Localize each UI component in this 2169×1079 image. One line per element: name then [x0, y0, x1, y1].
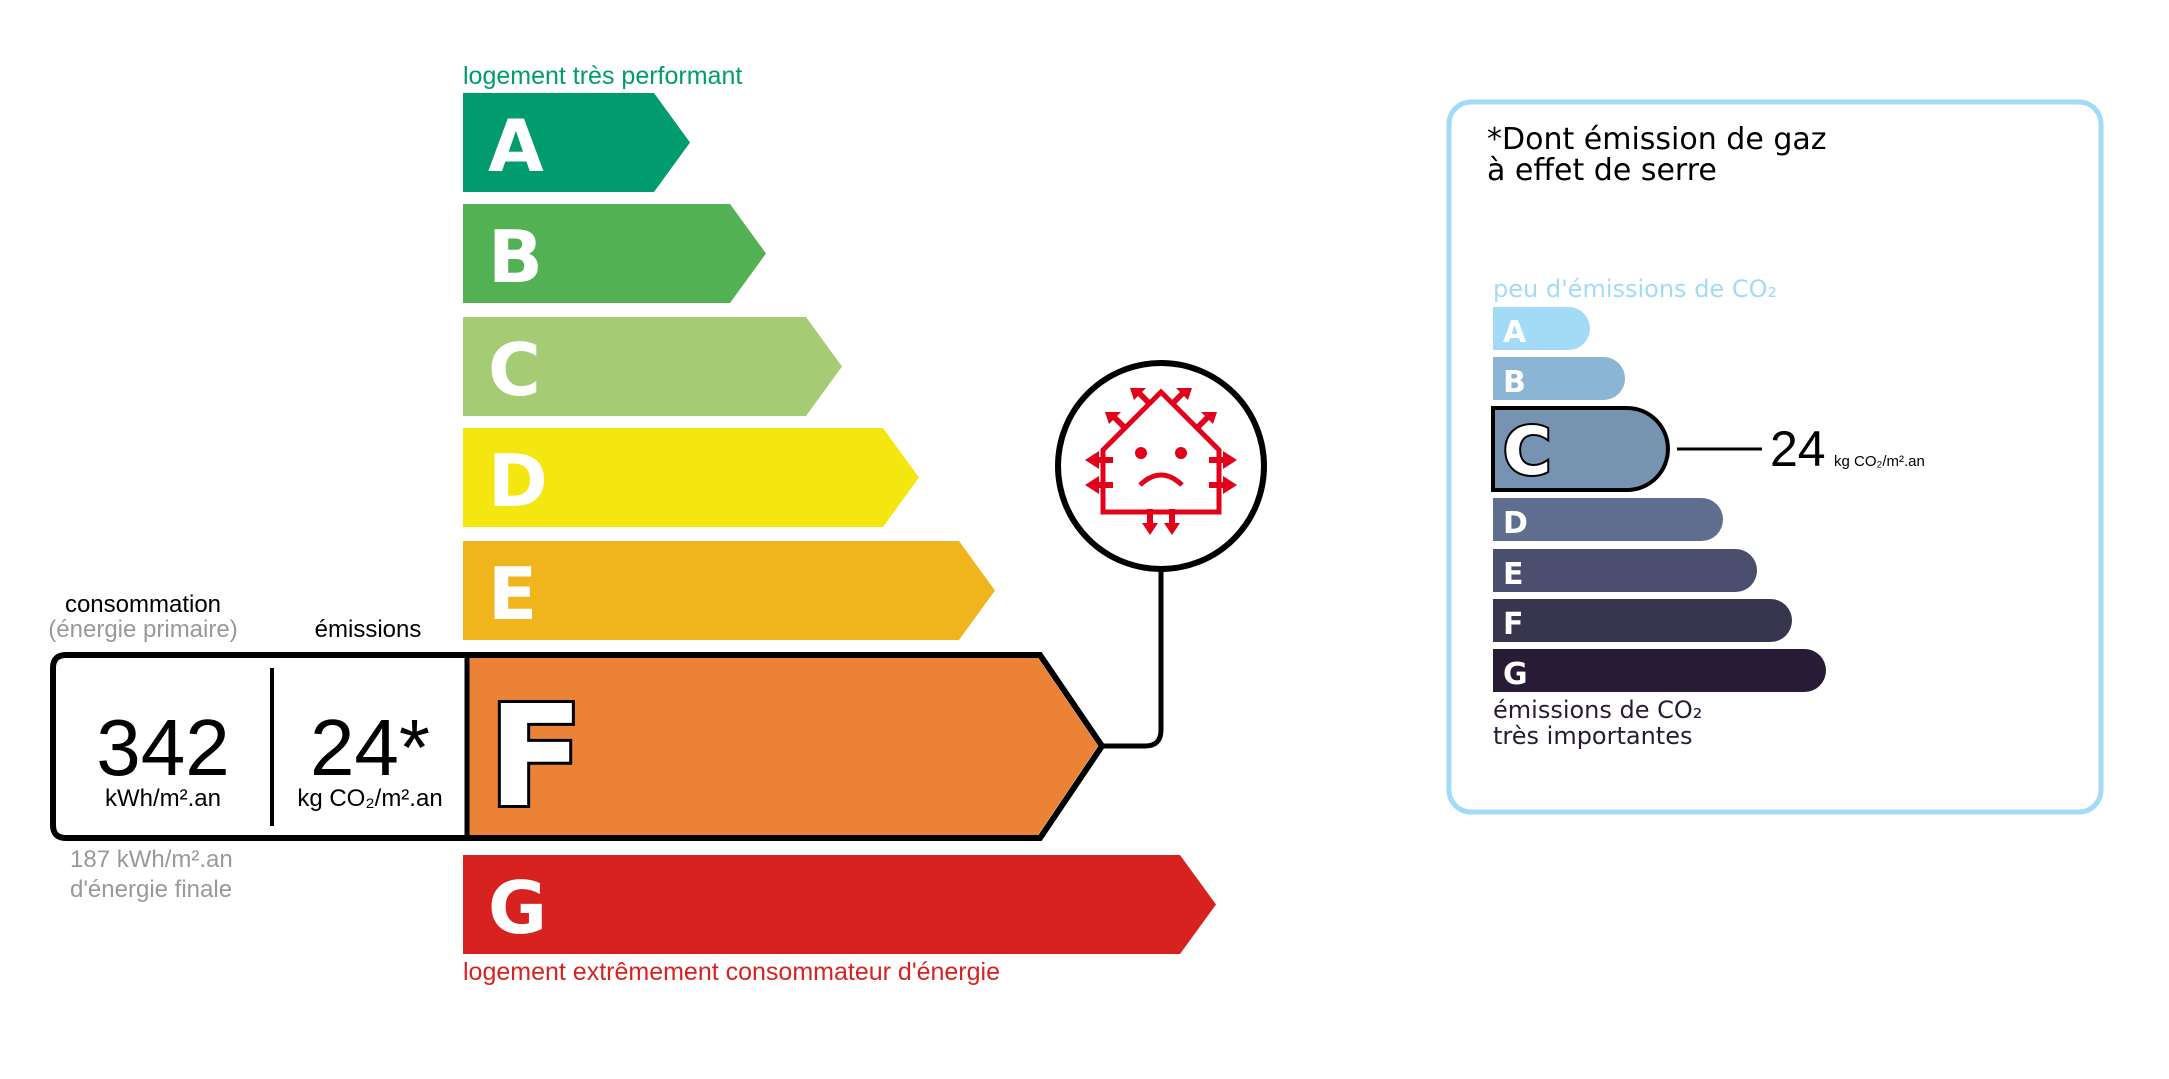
ges-class-bar-G — [1493, 649, 1826, 692]
ges-class-bar-B — [1493, 357, 1625, 400]
energy-class-bar-E — [463, 541, 995, 640]
ges-bottom-caption-line1: émissions de CO₂ — [1493, 696, 1702, 724]
top-caption: logement très performant — [463, 62, 742, 90]
ges-title-line2: à effet de serre — [1487, 153, 1717, 188]
energy-class-letter: G — [488, 866, 547, 950]
emissions-header: émissions — [315, 616, 422, 643]
ges-class-letter: D — [1503, 506, 1528, 541]
ges-class-bar-F — [1493, 599, 1792, 642]
energy-class-letter: E — [488, 552, 537, 636]
final-energy-line2: d'énergie finale — [70, 876, 232, 903]
energy-class-bar-C — [463, 317, 842, 416]
emissions-unit: kg CO₂/m².an — [297, 785, 442, 812]
ges-top-caption: peu d'émissions de CO₂ — [1493, 275, 1777, 303]
energy-class-letter: B — [488, 215, 543, 299]
bottom-caption: logement extrêmement consommateur d'éner… — [463, 958, 1000, 986]
ges-value: 24 — [1770, 421, 1826, 477]
current-class-letter: F — [488, 676, 584, 839]
ges-class-letter: B — [1503, 365, 1526, 400]
ges-class-bar-D — [1493, 498, 1723, 541]
ges-bottom-caption-line2: très importantes — [1493, 722, 1693, 750]
ges-class-letter: C — [1503, 413, 1551, 490]
ges-class-letter: E — [1503, 557, 1524, 592]
ges-class-letter: F — [1503, 607, 1524, 642]
consumption-subheader: (énergie primaire) — [48, 616, 237, 643]
energy-class-letter: A — [488, 104, 544, 188]
passoire-thermique-sad-house-icon — [1055, 360, 1267, 572]
icon-connector — [1102, 570, 1164, 749]
final-energy-line1: 187 kWh/m².an — [70, 846, 233, 873]
ges-class-bar-A — [1493, 307, 1590, 350]
ges-class-letter: G — [1503, 657, 1528, 692]
energy-class-bar-A — [463, 93, 690, 192]
energy-class-bar-D — [463, 428, 919, 527]
ges-title-line1: *Dont émission de gaz — [1487, 122, 1827, 157]
energy-class-letter: D — [488, 439, 548, 523]
energy-class-bar-F — [467, 658, 1098, 835]
consumption-header: consommation — [65, 591, 221, 618]
energy-class-bar-B — [463, 204, 766, 303]
ges-class-bar-E — [1493, 549, 1757, 592]
emissions-value: 24* — [310, 703, 430, 792]
consumption-unit: kWh/m².an — [105, 785, 221, 812]
energy-class-bar-G — [463, 855, 1216, 954]
energy-class-letter: C — [488, 328, 541, 412]
ges-unit: kg CO₂/m².an — [1834, 453, 1925, 470]
ges-class-bar-C — [1491, 406, 1670, 492]
ges-class-letter: A — [1503, 315, 1527, 350]
consumption-value: 342 — [96, 703, 229, 792]
